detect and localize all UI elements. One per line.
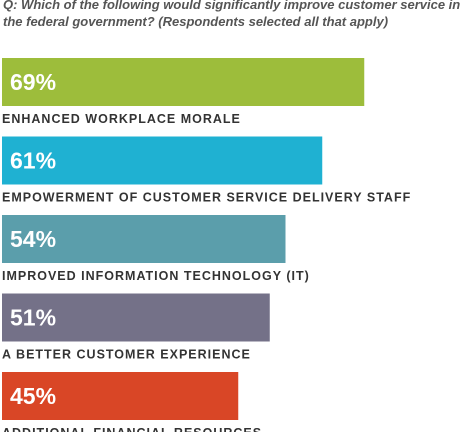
bar-2 [2,136,323,185]
bar-value-label: 54% [10,226,56,252]
bar-value-label: 69% [10,69,56,95]
bar-5 [2,372,239,420]
bar-value-label: 45% [10,383,56,409]
bar-1 [2,58,365,106]
bar-value-label: 61% [10,148,56,174]
bar-3 [2,215,286,263]
category-label: ENHANCED WORKPLACE MORALE [2,112,241,126]
category-label: ADDITIONAL FINANCIAL RESOURCES [2,426,262,432]
bar-value-label: 51% [10,305,56,331]
category-label: IMPROVED INFORMATION TECHNOLOGY (IT) [2,269,310,283]
category-label: EMPOWERMENT OF CUSTOMER SERVICE DELIVERY… [2,191,411,205]
question-text: Q: Which of the following would signific… [3,0,461,29]
bar-4 [2,293,270,342]
category-label: A BETTER CUSTOMER EXPERIENCE [2,348,251,362]
